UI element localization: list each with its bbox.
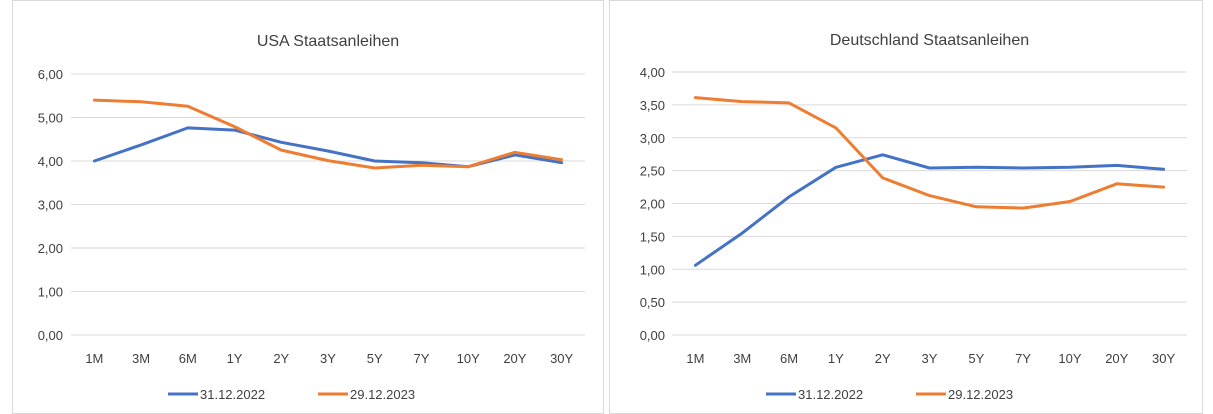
usa-x-tick-label: 5Y (367, 351, 383, 366)
usa-x-tick-label: 20Y (503, 351, 526, 366)
usa-y-tick-label: 3,00 (38, 198, 63, 213)
usa-y-tick-label: 1,00 (38, 285, 63, 300)
germany-legend-entry: 29.12.2023 (916, 387, 1013, 402)
usa-x-tick-label: 1Y (227, 351, 243, 366)
germany-x-tick-label: 3Y (922, 351, 938, 366)
usa-legend-label: 29.12.2023 (350, 387, 415, 402)
germany-y-tick-label: 3,50 (640, 98, 665, 113)
usa-legend-entry: 31.12.2022 (168, 387, 265, 402)
germany-x-tick-label: 30Y (1152, 351, 1175, 366)
usa-y-tick-label: 6,00 (38, 67, 63, 82)
germany-legend-label: 31.12.2022 (798, 387, 863, 402)
usa-legend-entry: 29.12.2023 (318, 387, 415, 402)
germany-y-tick-label: 4,00 (640, 65, 665, 80)
usa-y-tick-label: 5,00 (38, 111, 63, 126)
germany-x-tick-label: 10Y (1058, 351, 1081, 366)
usa-x-tick-label: 7Y (414, 351, 430, 366)
usa-chart: USA Staatsanleihen 0,00 1,00 2,00 3,00 4,00 5,… (38, 33, 585, 402)
germany-x-tick-label: 5Y (968, 351, 984, 366)
germany-x-tick-label: 1M (686, 351, 704, 366)
usa-x-tick-label: 3Y (320, 351, 336, 366)
usa-x-tick-label: 30Y (550, 351, 573, 366)
usa-x-tick-label: 1M (85, 351, 103, 366)
germany-y-tick-label: 2,50 (640, 164, 665, 179)
usa-x-tick-label: 6M (179, 351, 197, 366)
usa-y-tick-label: 4,00 (38, 154, 63, 169)
germany-y-tick-label: 2,00 (640, 197, 665, 212)
germany-series-line-1 (693, 96, 1166, 210)
usa-y-tick-label: 0,00 (38, 328, 63, 343)
usa-x-tick-label: 2Y (273, 351, 289, 366)
germany-x-tick-label: 20Y (1105, 351, 1128, 366)
germany-chart-panel: Deutschland Staatsanleihen 0,00 0,50 1,00 1,… (609, 0, 1203, 414)
germany-legend-entry: 31.12.2022 (766, 387, 863, 402)
usa-y-tick-label: 2,00 (38, 241, 63, 256)
usa-x-tick-label: 10Y (457, 351, 480, 366)
usa-series-line-1 (92, 98, 564, 170)
germany-y-tick-label: 0,00 (640, 328, 665, 343)
usa-legend-label: 31.12.2022 (200, 387, 265, 402)
germany-x-tick-label: 6M (780, 351, 798, 366)
usa-chart-title: USA Staatsanleihen (257, 33, 399, 50)
germany-x-tick-label: 7Y (1015, 351, 1031, 366)
usa-chart-panel: USA Staatsanleihen 0,00 1,00 2,00 3,00 4,00 5,… (12, 0, 604, 414)
germany-chart-title: Deutschland Staatsanleihen (830, 32, 1029, 49)
germany-x-tick-label: 2Y (875, 351, 891, 366)
germany-series-line-0 (693, 153, 1166, 267)
germany-x-tick-label: 3M (733, 351, 751, 366)
germany-chart: Deutschland Staatsanleihen 0,00 0,50 1,00 1,… (640, 32, 1187, 402)
germany-y-tick-label: 3,00 (640, 131, 665, 146)
germany-y-tick-label: 0,50 (640, 295, 665, 310)
germany-y-tick-label: 1,50 (640, 229, 665, 244)
usa-x-tick-label: 3M (132, 351, 150, 366)
germany-y-tick-label: 1,00 (640, 262, 665, 277)
germany-x-tick-label: 1Y (828, 351, 844, 366)
germany-legend-label: 29.12.2023 (948, 387, 1013, 402)
